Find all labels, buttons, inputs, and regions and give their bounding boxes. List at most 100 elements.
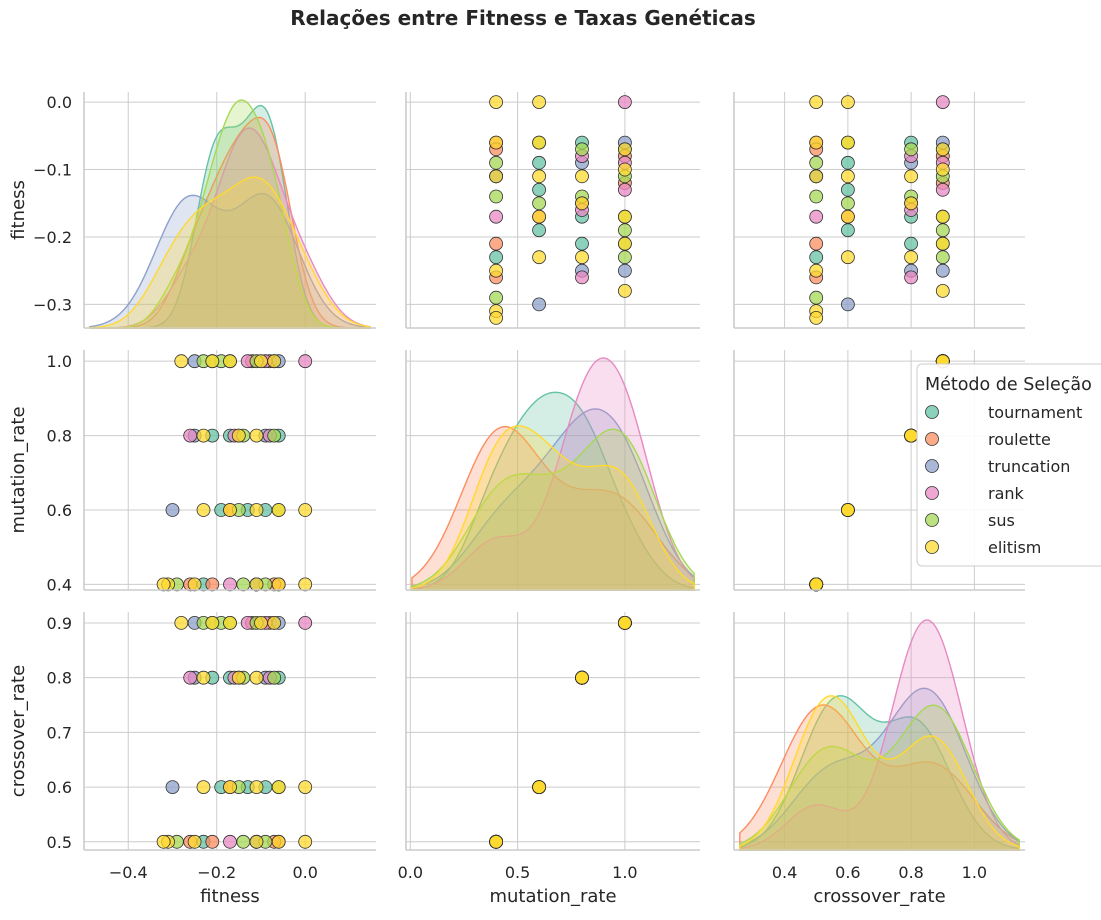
legend-marker-elitism	[925, 540, 939, 554]
y-tick-label: 0.8	[47, 427, 72, 446]
x-tick-label: 0.4	[772, 863, 797, 882]
point-elitism	[196, 428, 211, 443]
legend-label-elitism: elitism	[988, 538, 1041, 557]
point-elitism	[254, 616, 268, 630]
point-elitism	[532, 95, 546, 109]
point-elitism	[841, 95, 855, 109]
y-tick-label: −0.3	[33, 295, 72, 314]
point-elitism	[205, 616, 220, 630]
point-rank	[935, 182, 950, 197]
point-elitism	[575, 250, 589, 265]
kde-elitism-fitness	[89, 176, 371, 329]
kde-rank-crossover_rate	[739, 619, 1020, 851]
point-roulette	[489, 236, 504, 251]
x-tick-label: 0.8	[898, 863, 923, 882]
y-tick-label: 0.4	[47, 575, 72, 594]
legend-marker-sus	[925, 513, 939, 527]
point-elitism	[809, 263, 824, 278]
point-elitism	[156, 834, 171, 849]
point-elitism	[174, 616, 189, 630]
legend: Método de Seleção tournament roulette trunc…	[916, 363, 1101, 567]
point-elitism	[249, 428, 264, 443]
point-sus	[618, 223, 632, 238]
point-tournament	[841, 182, 855, 197]
point-elitism	[532, 780, 546, 794]
y-tick-label: 1.0	[47, 352, 72, 371]
point-elitism	[249, 503, 264, 517]
x-tick-label: −0.4	[109, 863, 148, 882]
point-rank	[935, 95, 950, 109]
point-elitism	[809, 577, 824, 592]
point-elitism	[489, 834, 504, 849]
y-axis-label: fitness	[8, 180, 29, 240]
point-truncation	[165, 780, 180, 794]
point-elitism	[267, 354, 282, 369]
point-sus	[532, 196, 546, 211]
point-sus	[267, 428, 282, 443]
y-tick-label: 0.6	[47, 778, 72, 797]
point-elitism	[904, 250, 918, 265]
point-tournament	[532, 223, 546, 238]
point-sus	[935, 250, 950, 265]
kde-sus-crossover_rate	[739, 704, 1020, 851]
point-sus	[935, 223, 950, 238]
point-elitism	[809, 310, 824, 325]
point-tournament	[532, 182, 546, 197]
legend-label-sus: sus	[988, 511, 1015, 530]
kde-tournament-crossover_rate	[739, 695, 1020, 851]
legend-marker-truncation	[925, 459, 939, 473]
x-tick-label: 0.5	[505, 863, 530, 882]
point-elitism	[489, 263, 504, 278]
point-elitism	[841, 250, 855, 265]
x-tick-label: 0.0	[292, 863, 317, 882]
legend-marker-rank	[925, 486, 939, 500]
point-roulette	[205, 577, 220, 592]
point-elitism	[618, 616, 632, 630]
point-elitism	[618, 162, 632, 177]
point-elitism	[575, 169, 589, 184]
point-elitism	[156, 577, 171, 592]
point-tournament	[809, 250, 824, 265]
point-rank	[223, 577, 237, 592]
kde-sus-fitness	[89, 99, 371, 329]
point-elitism	[904, 196, 918, 211]
x-axis-label: crossover_rate	[813, 886, 945, 907]
point-sus	[489, 290, 504, 305]
point-tournament	[841, 155, 855, 170]
point-elitism	[904, 169, 918, 184]
point-elitism	[618, 283, 632, 298]
point-elitism	[532, 135, 546, 150]
point-elitism	[489, 95, 504, 109]
point-elitism	[935, 236, 950, 251]
y-axis-label: mutation_rate	[8, 406, 29, 533]
point-sus	[904, 142, 918, 157]
point-rank	[223, 834, 237, 849]
point-truncation	[532, 297, 546, 312]
point-elitism	[249, 577, 264, 592]
point-rank	[809, 209, 824, 224]
point-sus	[809, 155, 824, 170]
point-elitism	[489, 135, 504, 150]
x-axis-label: mutation_rate	[489, 886, 616, 907]
point-rank	[298, 354, 313, 369]
point-elitism	[223, 616, 237, 630]
point-elitism	[249, 834, 264, 849]
kde-elitism-mutation_rate	[411, 425, 695, 591]
point-elitism	[298, 780, 313, 794]
legend-marker-tournament	[925, 405, 939, 419]
point-elitism	[935, 283, 950, 298]
point-elitism	[618, 142, 632, 157]
point-elitism	[187, 834, 202, 849]
point-elitism	[532, 250, 546, 265]
point-tournament	[841, 223, 855, 238]
point-rank	[183, 670, 198, 685]
legend-box	[916, 363, 1101, 567]
point-elitism	[809, 135, 824, 150]
point-elitism	[904, 428, 918, 443]
point-elitism	[618, 236, 632, 251]
kde-sus-mutation_rate	[411, 428, 695, 591]
x-tick-label: 1.0	[962, 863, 987, 882]
point-elitism	[271, 780, 286, 794]
point-elitism	[841, 503, 855, 517]
point-elitism	[489, 310, 504, 325]
